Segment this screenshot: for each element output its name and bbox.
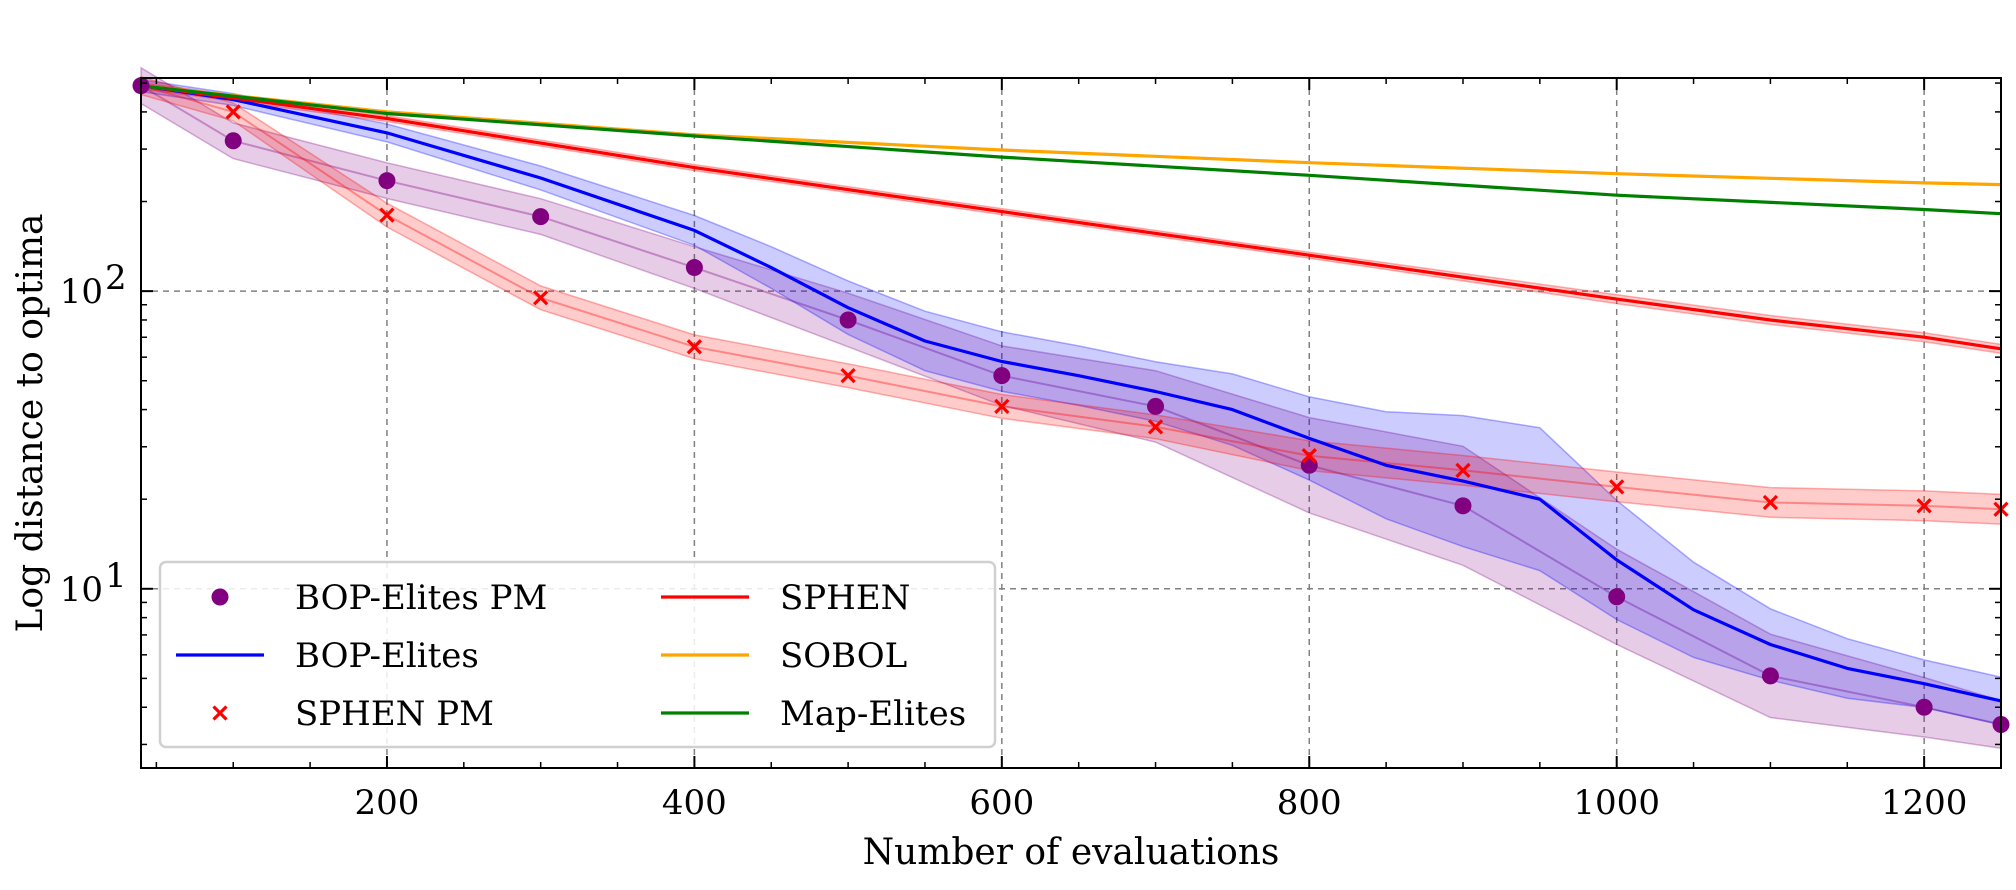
series-line-sphen: [140, 84, 2002, 351]
legend-box: [158, 560, 997, 749]
y-tick-label: 10: [60, 570, 103, 610]
data-point-stroke: [533, 290, 549, 306]
data-point-stroke: [686, 339, 703, 355]
data-point-stroke: [1916, 498, 1932, 514]
y-tick-exponent: 1: [105, 556, 127, 596]
x-axis-label: Number of evaluations: [863, 832, 1280, 873]
legend-marker-swatch-stroke: [212, 705, 228, 721]
y-tick-exponent: 2: [105, 258, 127, 298]
data-point: [1147, 397, 1165, 415]
legend-label: BOP-Elites: [295, 636, 479, 676]
data-point-stroke: [1455, 462, 1471, 478]
data-point: [225, 104, 241, 120]
data-point-stroke: [1609, 479, 1625, 495]
data-point: [1609, 479, 1625, 495]
legend-label: SOBOL: [780, 636, 907, 676]
legend-label: SPHEN PM: [295, 694, 494, 734]
y-tick-label: 10: [60, 272, 103, 312]
legend-marker-swatch: [212, 705, 228, 721]
data-point-stroke: [225, 104, 241, 120]
band-center-sphen-pm: [140, 84, 2002, 511]
data-point: [993, 367, 1011, 385]
data-point-stroke: [1301, 448, 1317, 464]
series-line-map-elites: [140, 84, 2002, 216]
data-point: [994, 398, 1010, 415]
series-markers: [132, 77, 2010, 734]
data-point: [1916, 498, 1932, 514]
data-point-stroke: [994, 398, 1010, 415]
data-point: [1761, 667, 1779, 685]
data-point: [378, 172, 396, 190]
legend: BOP-Elites PM BOP-Elites SPHEN PM SPHEN SOBO…: [158, 560, 997, 749]
legend-label: SPHEN: [780, 578, 910, 618]
data-point: [1147, 419, 1164, 435]
x-tick-label: 1200: [1881, 783, 1968, 823]
data-point: [1608, 588, 1626, 606]
band-center-bop-elites-pm: [140, 84, 2002, 726]
data-point-stroke: [379, 207, 395, 223]
data-point-stroke: [1762, 494, 1779, 511]
data-point: [685, 259, 703, 277]
series-line-bop-elites: [140, 84, 2002, 703]
data-point: [1915, 698, 1933, 716]
data-point: [533, 290, 549, 306]
data-point-stroke: [840, 368, 856, 384]
data-point: [840, 368, 856, 384]
legend-label: Map-Elites: [780, 694, 966, 734]
x-tick-label: 1000: [1573, 783, 1660, 823]
data-point: [1300, 456, 1318, 474]
x-tick-label: 600: [969, 783, 1034, 823]
data-point: [686, 339, 703, 355]
data-point: [1301, 448, 1317, 464]
x-tick-label: 800: [1277, 783, 1342, 823]
data-point: [379, 207, 395, 223]
data-point: [839, 311, 857, 329]
data-point-stroke: [1147, 419, 1164, 435]
x-tick-label: 200: [354, 783, 419, 823]
plot-frame: [140, 77, 2002, 769]
data-point: [1454, 497, 1472, 515]
x-tick-label: 400: [662, 783, 727, 823]
data-point: [1762, 494, 1779, 511]
y-axis-label: Log distance to optima: [10, 213, 51, 632]
data-point: [1455, 462, 1471, 478]
legend-marker-swatch: [211, 588, 229, 606]
series-lines: [140, 84, 2002, 703]
data-point: [224, 132, 242, 150]
legend-label: BOP-Elites PM: [295, 578, 547, 618]
data-point: [532, 208, 550, 226]
